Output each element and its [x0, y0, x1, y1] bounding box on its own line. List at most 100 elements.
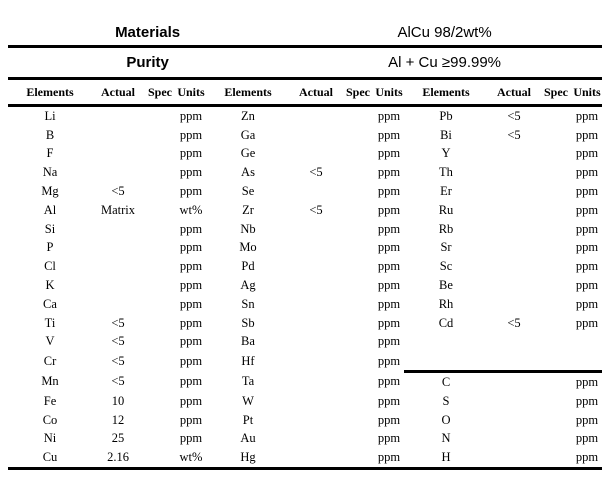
cell-actual: <5: [111, 315, 125, 330]
cell-spec: [144, 314, 176, 333]
cell-element: W: [242, 393, 254, 408]
table-row: Mg <5 ppm Se ppm Er ppm: [8, 182, 602, 201]
cell-actual: [488, 239, 540, 258]
cell-actual: <5: [111, 374, 125, 389]
cell-element: Bi: [440, 127, 452, 142]
cell-element: O: [441, 412, 451, 427]
cell-element: F: [46, 146, 54, 161]
cell-actual: 10: [111, 393, 125, 408]
table-row: Si ppm Nb ppm Rb ppm: [8, 220, 602, 239]
column-header-spec: Spec: [342, 80, 374, 107]
cell-spec: [144, 126, 176, 145]
cell-actual: 2.16: [92, 448, 144, 471]
cell-spec: [144, 295, 176, 314]
cell-element: Ru: [438, 202, 454, 217]
cell-element: Sn: [241, 296, 255, 311]
cell-spec: [144, 430, 176, 449]
cell-spec: [540, 106, 572, 126]
cell-actual: [488, 333, 540, 352]
cell-actual: [290, 220, 342, 239]
cell-element: Si: [44, 221, 56, 236]
cell-element: Cd: [438, 315, 454, 330]
cell-units: ppm: [179, 296, 203, 311]
cell-units: [572, 333, 602, 352]
cell-spec: [342, 351, 374, 371]
cell-actual: <5: [507, 127, 521, 142]
cell-units: wt%: [176, 448, 206, 471]
cell-element: [404, 351, 488, 371]
cell-units: ppm: [575, 315, 599, 330]
cell-actual: [92, 257, 144, 276]
cell-units: ppm: [179, 374, 203, 389]
cell-spec: [144, 333, 176, 352]
cell-element: Y: [441, 146, 451, 161]
cell-actual: [92, 239, 144, 258]
cell-actual: [290, 295, 342, 314]
cell-element: Hf: [241, 354, 255, 368]
cell-units: ppm: [575, 259, 599, 274]
cell-actual: <5: [111, 184, 125, 199]
cell-element: Ga: [240, 127, 256, 142]
cell-units: ppm: [575, 296, 599, 311]
cell-units: ppm: [179, 108, 203, 123]
cell-element: Ge: [240, 146, 256, 161]
cell-spec: [144, 163, 176, 182]
cell-spec: [540, 126, 572, 145]
cell-element: Mg: [41, 184, 59, 199]
cell-units: ppm: [572, 370, 602, 392]
cell-units: ppm: [377, 354, 401, 368]
cell-element: H: [404, 448, 488, 471]
cell-element: Li: [44, 108, 56, 123]
cell-spec: [342, 163, 374, 182]
cell-spec: [144, 276, 176, 295]
cell-spec: [540, 220, 572, 239]
cell-element: Ag: [240, 278, 256, 293]
cell-units: ppm: [179, 334, 203, 349]
cell-spec: [342, 220, 374, 239]
cell-spec: [540, 370, 572, 392]
table-row: Cr <5 ppm Hf ppm: [8, 351, 602, 371]
cell-element: Au: [240, 431, 256, 446]
table-row: Ca ppm Sn ppm Rh ppm: [8, 295, 602, 314]
cell-units: ppm: [377, 334, 401, 349]
cell-units: ppm: [377, 165, 401, 180]
document-sheet: Materials AlCu 98/2wt% Purity Al + Cu ≥9…: [8, 0, 602, 471]
cell-spec: [540, 314, 572, 333]
cell-units: ppm: [377, 146, 401, 161]
cell-actual: <5: [309, 165, 323, 180]
cell-actual: [92, 220, 144, 239]
cell-units: ppm: [377, 431, 401, 446]
cell-actual: [290, 276, 342, 295]
cell-element: Hg: [206, 448, 290, 471]
cell-actual: [488, 163, 540, 182]
cell-actual: [290, 314, 342, 333]
cell-element: [404, 333, 488, 352]
cell-actual: [92, 276, 144, 295]
cell-actual: [488, 351, 540, 371]
purity-row: Purity Al + Cu ≥99.99%: [8, 48, 602, 80]
cell-units: ppm: [377, 108, 401, 123]
cell-element: Pt: [242, 412, 254, 427]
cell-units: ppm: [575, 221, 599, 236]
cell-element: Sr: [440, 240, 452, 255]
cell-actual: 12: [111, 412, 125, 427]
cell-actual: [290, 372, 342, 392]
materials-row: Materials AlCu 98/2wt%: [8, 0, 602, 48]
cell-units: ppm: [572, 448, 602, 471]
cell-actual: [290, 392, 342, 411]
cell-spec: [144, 392, 176, 411]
cell-actual: [92, 295, 144, 314]
cell-element: Pb: [439, 108, 453, 123]
cell-spec: [540, 333, 572, 352]
cell-actual: [290, 257, 342, 276]
cell-actual: [488, 145, 540, 164]
cell-units: ppm: [377, 127, 401, 142]
column-header-element: Elements: [8, 80, 92, 107]
cell-spec: [144, 239, 176, 258]
cell-spec: [144, 351, 176, 371]
